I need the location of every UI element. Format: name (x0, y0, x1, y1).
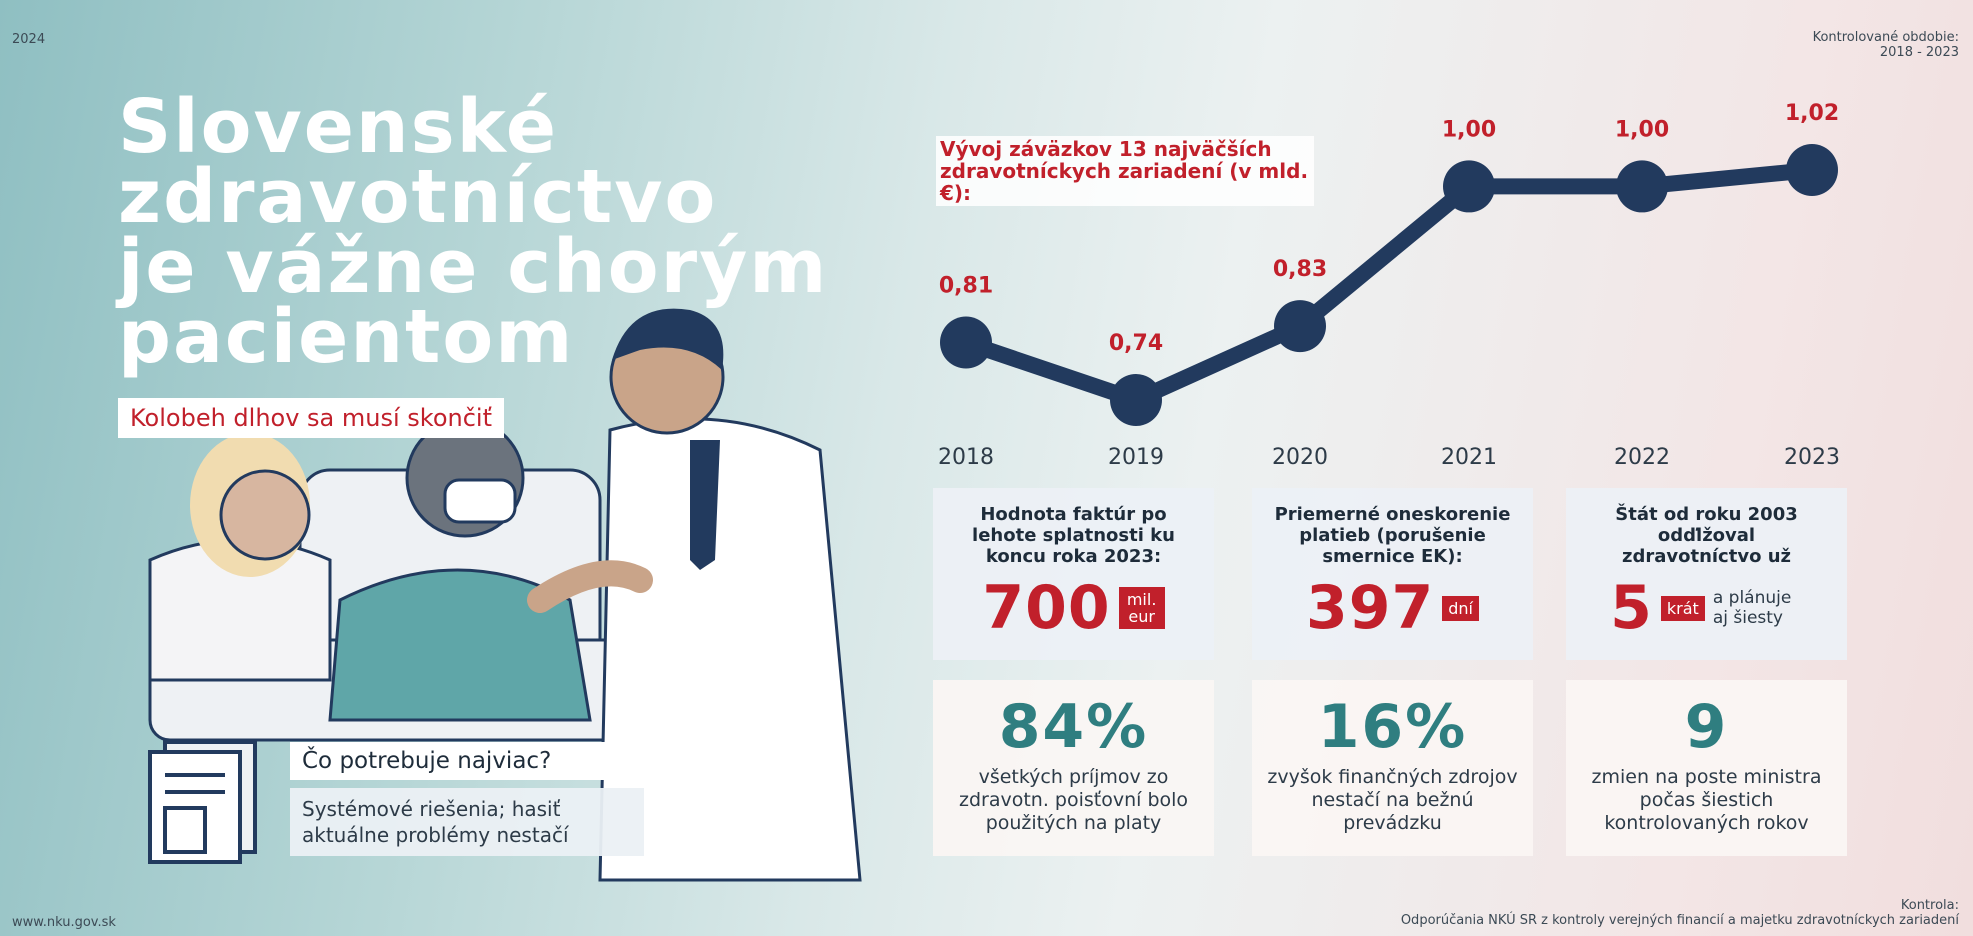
fact-text: Hodnota faktúr po lehote splatnosti ku k… (954, 504, 1194, 567)
x-tick-label: 2023 (1784, 445, 1840, 470)
stat-text: zvyšok finančných zdrojov nestačí na bež… (1263, 766, 1523, 835)
fact-card: Priemerné oneskorenie platieb (porušenie… (1252, 488, 1533, 660)
fact-text: Priemerné oneskorenie platieb (porušenie… (1273, 504, 1513, 567)
fact-number-row: 397 dní (1252, 573, 1533, 643)
x-tick-label: 2022 (1614, 445, 1670, 470)
stat-text: zmien na poste ministra počas šiestich k… (1577, 766, 1837, 835)
fact-number: 397 (1306, 573, 1434, 643)
x-tick-label: 2020 (1272, 445, 1328, 470)
period-value: 2018 - 2023 (1813, 45, 1959, 60)
point (1443, 160, 1495, 212)
source-label: Kontrola: (1401, 898, 1959, 913)
stat-number: 9 (1566, 692, 1847, 762)
need-question: Čo potrebuje najviac? (290, 742, 644, 780)
chart-title: Vývoj záväzkov 13 najväčších zdravotníck… (936, 136, 1314, 206)
headline-line: je vážne chorým (118, 232, 828, 302)
source: Kontrola: Odporúčania NKÚ SR z kontroly … (1401, 898, 1959, 928)
stat-number: 84% (933, 692, 1214, 762)
headline-line: pacientom (118, 302, 828, 372)
stat-text: všetkých príjmov zo zdravotn. poisťovní … (944, 766, 1204, 835)
fact-card: Štát od roku 2003 odďlžoval zdravotníctv… (1566, 488, 1847, 660)
fact-card: Hodnota faktúr po lehote splatnosti ku k… (933, 488, 1214, 660)
fact-text: Štát od roku 2003 odďlžoval zdravotníctv… (1587, 504, 1827, 567)
value-label: 0,83 (1273, 257, 1327, 282)
fact-unit: dní (1442, 596, 1479, 621)
period: Kontrolované obdobie: 2018 - 2023 (1813, 30, 1959, 60)
website: www.nku.gov.sk (12, 915, 116, 930)
point (1786, 144, 1838, 196)
fact-note: a plánuje aj šiesty (1713, 588, 1803, 628)
fact-unit: krát (1661, 596, 1705, 621)
headline-line: zdravotníctvo (118, 162, 828, 232)
value-label: 0,74 (1109, 331, 1163, 356)
mask (445, 480, 515, 522)
point (1274, 300, 1326, 352)
need-answer: Systémové riešenia; hasiť aktuálne probl… (290, 788, 644, 856)
source-text: Odporúčania NKÚ SR z kontroly verejných … (1401, 913, 1959, 928)
value-label: 0,81 (939, 274, 993, 299)
stat-number: 16% (1252, 692, 1533, 762)
value-label: 1,00 (1442, 117, 1496, 142)
point (940, 317, 992, 369)
x-tick-label: 2019 (1108, 445, 1164, 470)
point (1110, 374, 1162, 426)
headline-line: Slovenské (118, 92, 828, 162)
x-tick-label: 2018 (938, 445, 994, 470)
infographic: 2024 Kontrolované obdobie: 2018 - 2023 S… (0, 0, 1973, 936)
subtitle: Kolobeh dlhov sa musí skončiť (118, 398, 504, 438)
stat-card: 16%zvyšok finančných zdrojov nestačí na … (1252, 680, 1533, 856)
period-label: Kontrolované obdobie: (1813, 30, 1959, 45)
fact-number: 700 (982, 573, 1110, 643)
stat-card: 84%všetkých príjmov zo zdravotn. poisťov… (933, 680, 1214, 856)
nurse-head (221, 471, 309, 559)
x-tick-label: 2021 (1441, 445, 1497, 470)
document-icon (150, 742, 255, 862)
value-label: 1,02 (1785, 101, 1839, 126)
value-label: 1,00 (1615, 117, 1669, 142)
fact-number: 5 (1610, 573, 1653, 643)
fact-unit: mil. eur (1119, 587, 1165, 629)
fact-number-row: 5 krát a plánuje aj šiesty (1566, 573, 1847, 643)
point (1616, 160, 1668, 212)
